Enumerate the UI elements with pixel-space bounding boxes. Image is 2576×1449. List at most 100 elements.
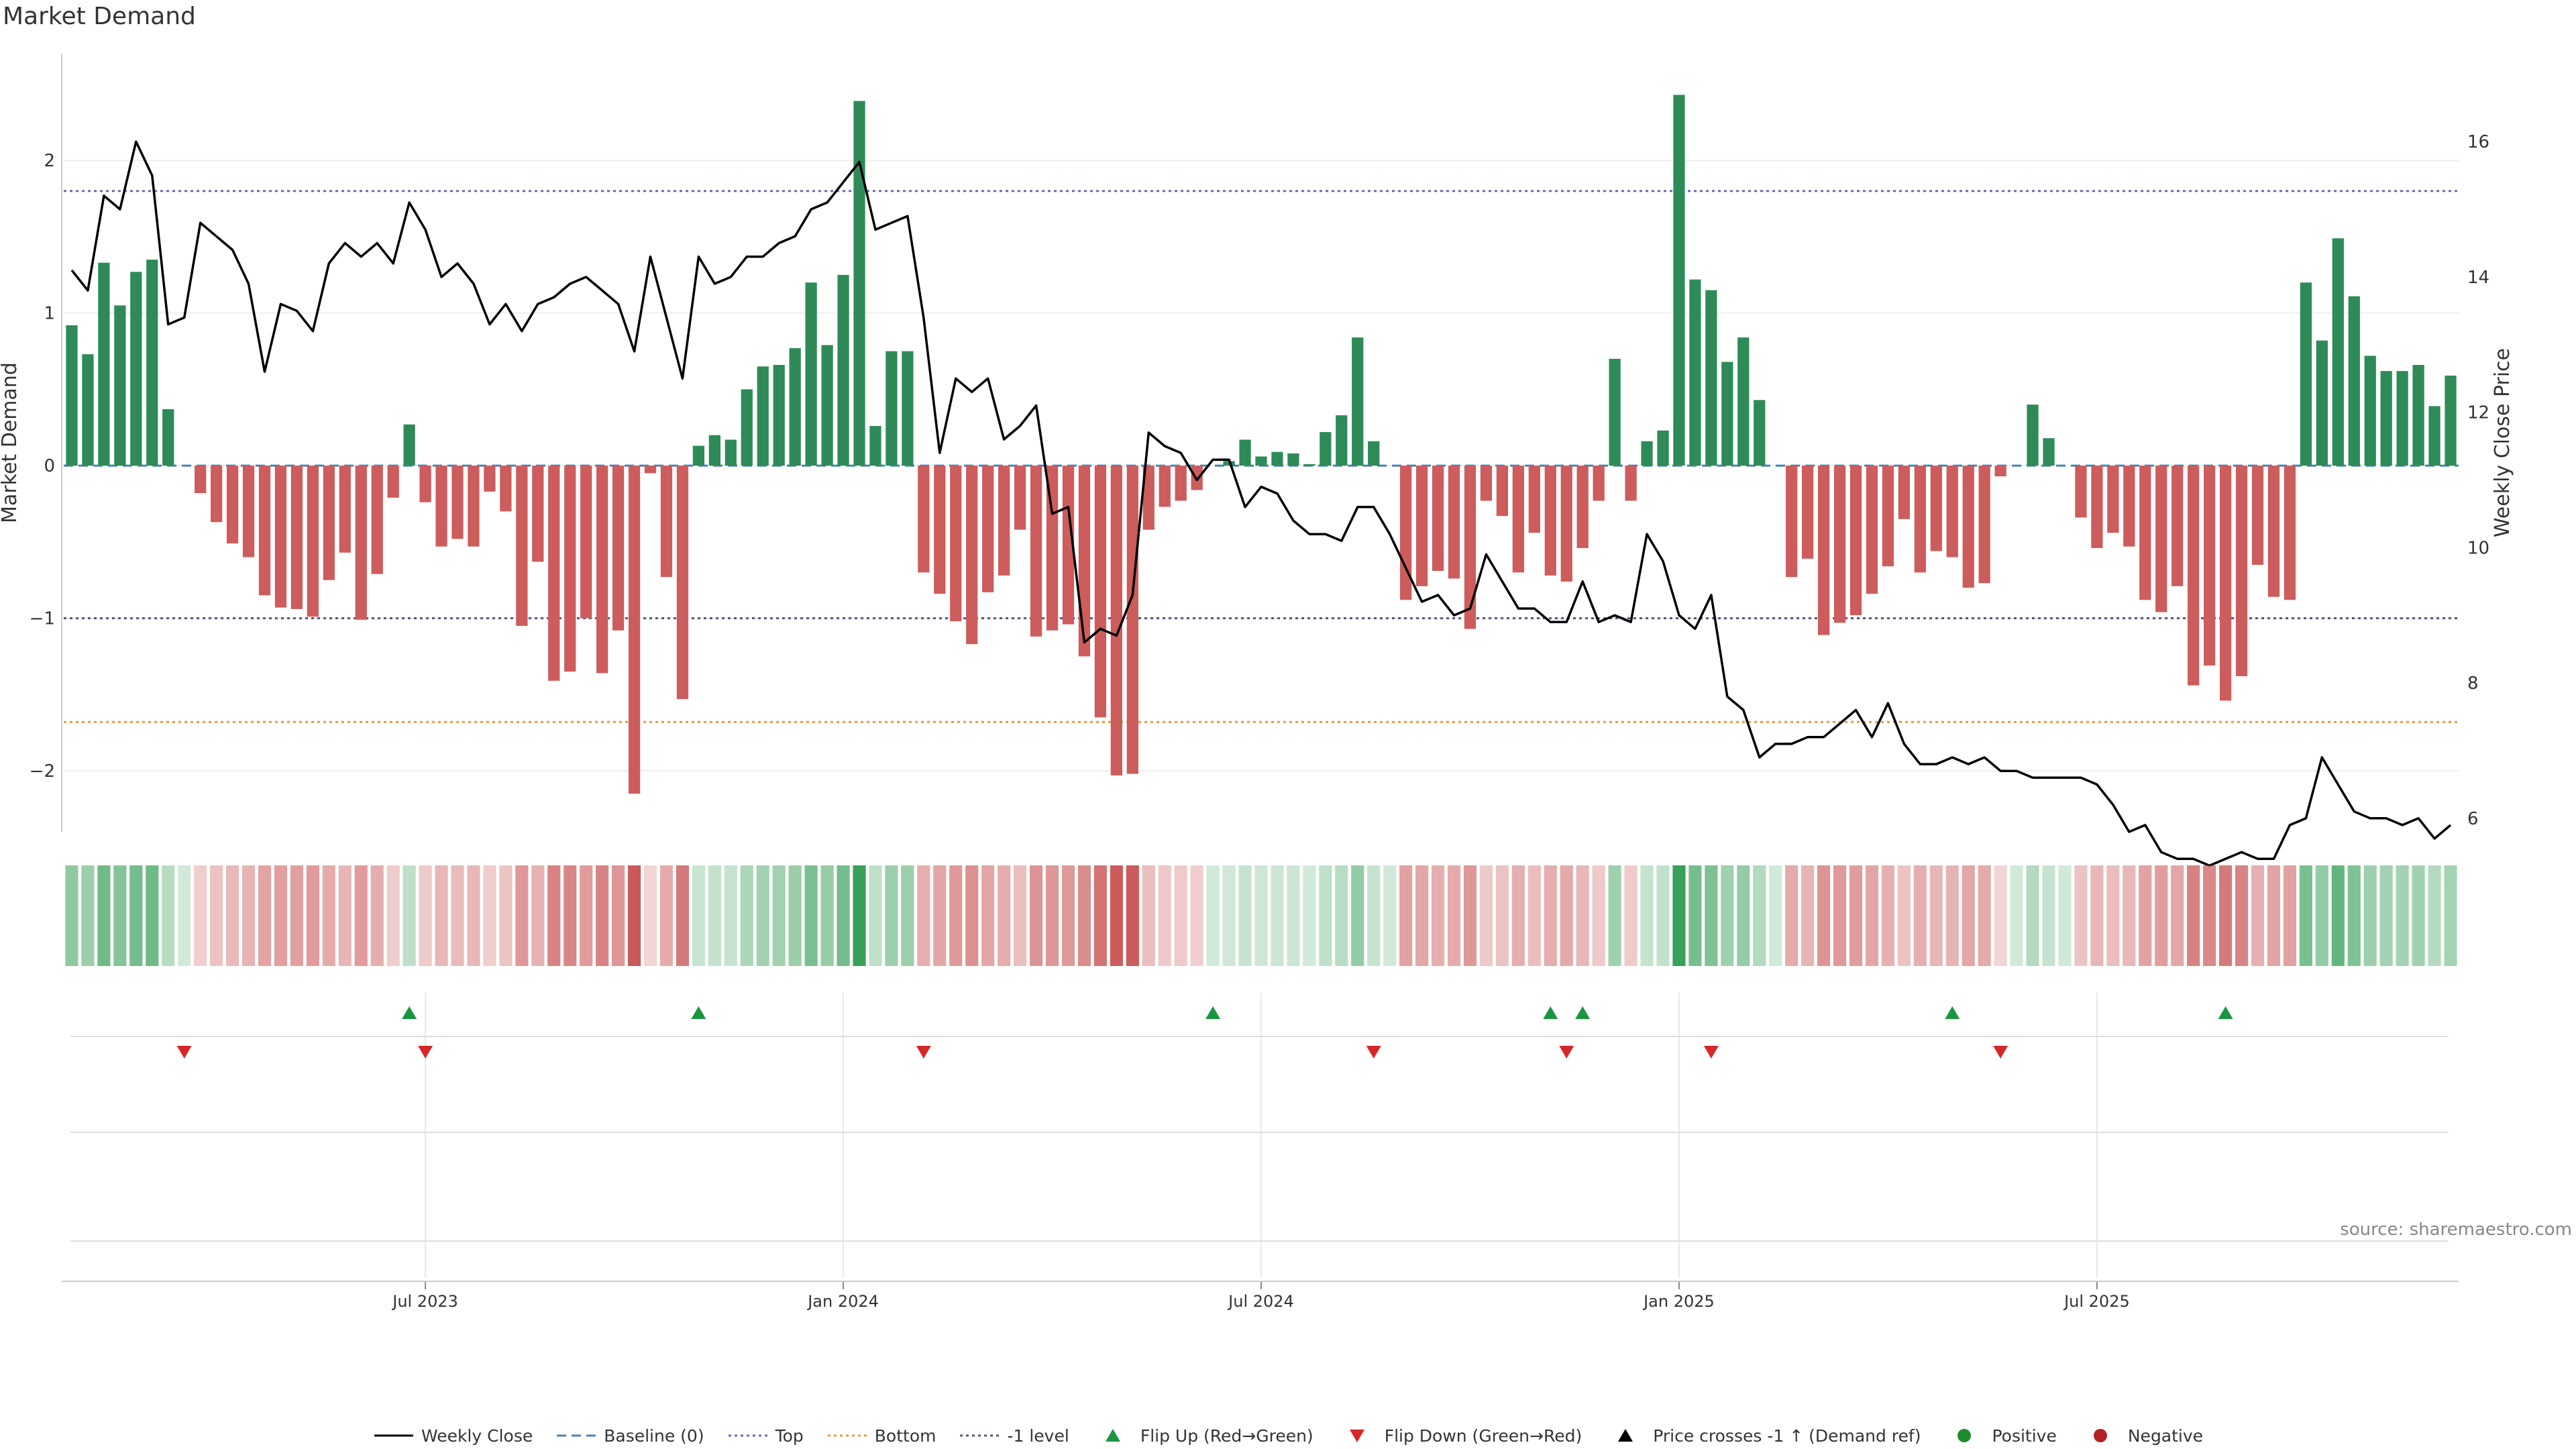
demand-bar [1802, 466, 1814, 559]
heat-cell [435, 865, 448, 966]
weekly-close-line [70, 140, 2452, 867]
heat-cell [1383, 865, 1397, 966]
demand-bar [1239, 439, 1251, 466]
heat-cell [708, 865, 721, 966]
legend-symbol-dot-icon [728, 1434, 767, 1437]
heat-cell [1463, 865, 1477, 966]
demand-bar [1576, 466, 1589, 548]
heat-cell [580, 865, 593, 966]
demand-bar [371, 466, 383, 574]
heat-cell [2363, 865, 2377, 966]
y-tick-label: 0 [44, 456, 55, 476]
demand-bar [789, 347, 801, 466]
heat-cell [515, 865, 529, 966]
heat-cell [1479, 865, 1493, 966]
demand-bar [66, 325, 78, 466]
heat-cell [2155, 865, 2168, 966]
heat-cell [146, 865, 159, 966]
demand-bar [1946, 466, 1958, 557]
demand-bar [1737, 337, 1750, 466]
demand-bar [918, 466, 930, 573]
heat-cell [483, 865, 496, 966]
legend-symbol-dash-icon [557, 1434, 596, 1437]
demand-bar [1014, 466, 1026, 530]
demand-bar [1721, 362, 1733, 466]
y-axis-right: 16 14 12 10 8 6 Weekly Close Price [2467, 132, 2514, 829]
legend-item: Positive [1943, 1426, 2057, 1446]
demand-bar [146, 260, 158, 466]
heat-cell [933, 865, 947, 966]
demand-bar [2123, 466, 2135, 547]
heat-cell [1190, 865, 1203, 966]
heat-cell [467, 865, 480, 966]
heat-cell [2299, 865, 2312, 966]
demand-bar [1415, 466, 1428, 586]
demand-bar [2203, 466, 2216, 666]
demand-bar [1110, 466, 1122, 775]
heat-cell [2251, 865, 2265, 966]
heat-cell [2444, 865, 2457, 966]
y2-tick-label: 8 [2467, 674, 2479, 694]
demand-bar [1689, 279, 1701, 466]
legend-item: -1 level [959, 1426, 1069, 1446]
heat-cell [162, 865, 175, 966]
demand-bar [1432, 466, 1444, 572]
demand-bar [902, 351, 914, 466]
demand-bar [1320, 432, 1332, 466]
demand-bar [1480, 466, 1493, 501]
heat-cell [1656, 865, 1670, 966]
demand-bar [114, 305, 126, 466]
heat-cell [419, 865, 432, 966]
heat-cell [1351, 865, 1364, 966]
price-line [70, 140, 2452, 867]
heat-cell [1865, 865, 1879, 966]
demand-bar [1914, 466, 1926, 573]
heat-cell [2331, 865, 2345, 966]
legend-label: Positive [1992, 1426, 2057, 1446]
demand-bar [2171, 466, 2184, 586]
heat-cell [1495, 865, 1509, 966]
demand-bar [1705, 290, 1717, 466]
legend-item: Bottom [826, 1426, 936, 1446]
heat-cell [756, 865, 769, 966]
y2-tick-label: 16 [2467, 132, 2489, 152]
heat-cell [194, 865, 207, 966]
heat-cell [1672, 865, 1686, 966]
demand-bar [708, 435, 720, 466]
demand-bar [1175, 466, 1187, 501]
demand-bar [692, 445, 705, 466]
heat-cell [1174, 865, 1187, 966]
flip-down-marker [1993, 1046, 2008, 1059]
heat-cell [965, 865, 979, 966]
demand-bar [1512, 466, 1524, 573]
demand-bar [1303, 464, 1316, 466]
demand-bar [1287, 453, 1299, 466]
flip-up-marker [691, 1006, 706, 1019]
flip-down-marker [916, 1046, 931, 1059]
demand-bar [516, 466, 528, 626]
demand-bar [2235, 466, 2248, 676]
heat-cell [1640, 865, 1654, 966]
heat-cell [531, 865, 545, 966]
heat-cell [1560, 865, 1573, 966]
heat-cell [2058, 865, 2072, 966]
chart-title: Market Demand [3, 3, 196, 30]
heat-cell [1254, 865, 1268, 966]
demand-bar [1223, 461, 1235, 466]
heat-cell [1817, 865, 1831, 966]
flip-up-marker [1543, 1006, 1558, 1019]
demand-bar [676, 466, 689, 700]
demand-bar [2284, 466, 2296, 600]
heat-cell [1833, 865, 1847, 966]
heat-cell [1592, 865, 1605, 966]
demand-bar [805, 282, 817, 466]
flip-up-marker [402, 1006, 417, 1019]
demand-bar [966, 466, 978, 645]
heat-cell [65, 865, 78, 966]
heat-cell [2010, 865, 2023, 966]
heat-cell [564, 865, 577, 966]
demand-bar [2332, 238, 2344, 466]
legend-item: Weekly Close [373, 1426, 533, 1446]
y-axis-label: Market Demand [0, 362, 21, 523]
